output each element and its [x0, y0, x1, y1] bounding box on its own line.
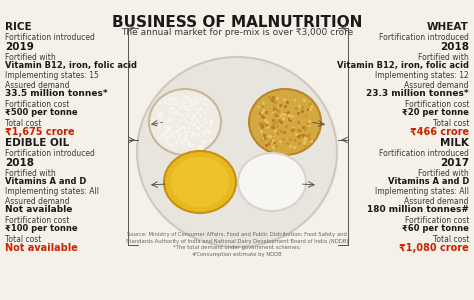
Text: Fortified with: Fortified with — [418, 169, 469, 178]
Text: Fortification cost: Fortification cost — [5, 216, 69, 225]
Text: ₹1,675 crore: ₹1,675 crore — [5, 127, 74, 137]
Ellipse shape — [238, 153, 306, 211]
Text: Implementing states: All: Implementing states: All — [375, 187, 469, 196]
Text: 23.3 million tonnes*: 23.3 million tonnes* — [366, 89, 469, 98]
Text: 2018: 2018 — [5, 158, 34, 168]
Ellipse shape — [137, 57, 337, 247]
Text: Implementing states: 12: Implementing states: 12 — [375, 71, 469, 80]
Text: Assured demand: Assured demand — [5, 197, 70, 206]
Text: Vitamins A and D: Vitamins A and D — [5, 177, 86, 186]
Text: MILK: MILK — [440, 138, 469, 148]
Text: Fortification introduced: Fortification introduced — [5, 149, 95, 158]
Text: Assured demand: Assured demand — [5, 81, 70, 90]
Text: Fortification cost: Fortification cost — [5, 100, 69, 109]
Ellipse shape — [164, 151, 236, 213]
Text: ₹60 per tonne: ₹60 per tonne — [402, 224, 469, 233]
Text: Fortified with: Fortified with — [5, 53, 56, 62]
Text: Fortification introduced: Fortification introduced — [379, 149, 469, 158]
Ellipse shape — [249, 89, 321, 155]
Text: ₹466 crore: ₹466 crore — [410, 127, 469, 137]
Text: Fortified with: Fortified with — [5, 169, 56, 178]
Text: 2017: 2017 — [440, 158, 469, 168]
Text: Not available: Not available — [5, 205, 73, 214]
Text: Not available: Not available — [5, 243, 78, 253]
Text: Vitamins A and D: Vitamins A and D — [388, 177, 469, 186]
Text: EDIBLE OIL: EDIBLE OIL — [5, 138, 69, 148]
Text: The annual market for pre-mix is over ₹3,000 crore: The annual market for pre-mix is over ₹3… — [121, 28, 353, 37]
Text: Fortification introduced: Fortification introduced — [5, 33, 95, 42]
Text: ₹100 per tonne: ₹100 per tonne — [5, 224, 78, 233]
Text: BUSINESS OF MALNUTRITION: BUSINESS OF MALNUTRITION — [112, 15, 362, 30]
Ellipse shape — [171, 157, 229, 207]
Ellipse shape — [149, 89, 221, 155]
Text: WHEAT: WHEAT — [427, 22, 469, 32]
Text: 33.5 million tonnes*: 33.5 million tonnes* — [5, 89, 108, 98]
Text: Assured demand: Assured demand — [404, 81, 469, 90]
Text: Vitamin B12, iron, folic acid: Vitamin B12, iron, folic acid — [5, 61, 137, 70]
Text: Fortification cost: Fortification cost — [405, 100, 469, 109]
Text: Fortification introduced: Fortification introduced — [379, 33, 469, 42]
Text: 2019: 2019 — [5, 42, 34, 52]
Text: Total cost: Total cost — [5, 235, 41, 244]
Text: Total cost: Total cost — [433, 119, 469, 128]
Text: ₹20 per tonne: ₹20 per tonne — [402, 108, 469, 117]
Text: Total cost: Total cost — [5, 119, 41, 128]
Text: Implementing states: All: Implementing states: All — [5, 187, 99, 196]
Text: Implementing states: 15: Implementing states: 15 — [5, 71, 99, 80]
Text: Assured demand: Assured demand — [404, 197, 469, 206]
Text: Source: Ministry of Consumer Affairs, Food and Public Distribution; Food Safety : Source: Ministry of Consumer Affairs, Fo… — [126, 232, 348, 257]
Text: Fortified with: Fortified with — [418, 53, 469, 62]
Text: RICE: RICE — [5, 22, 32, 32]
Text: Total cost: Total cost — [433, 235, 469, 244]
Text: Vitamin B12, iron, folic acid: Vitamin B12, iron, folic acid — [337, 61, 469, 70]
Text: 2018: 2018 — [440, 42, 469, 52]
Text: ₹500 per tonne: ₹500 per tonne — [5, 108, 78, 117]
Text: Fortification cost: Fortification cost — [405, 216, 469, 225]
Text: ₹1,080 crore: ₹1,080 crore — [399, 243, 469, 253]
Text: 180 million tonnes#: 180 million tonnes# — [367, 205, 469, 214]
